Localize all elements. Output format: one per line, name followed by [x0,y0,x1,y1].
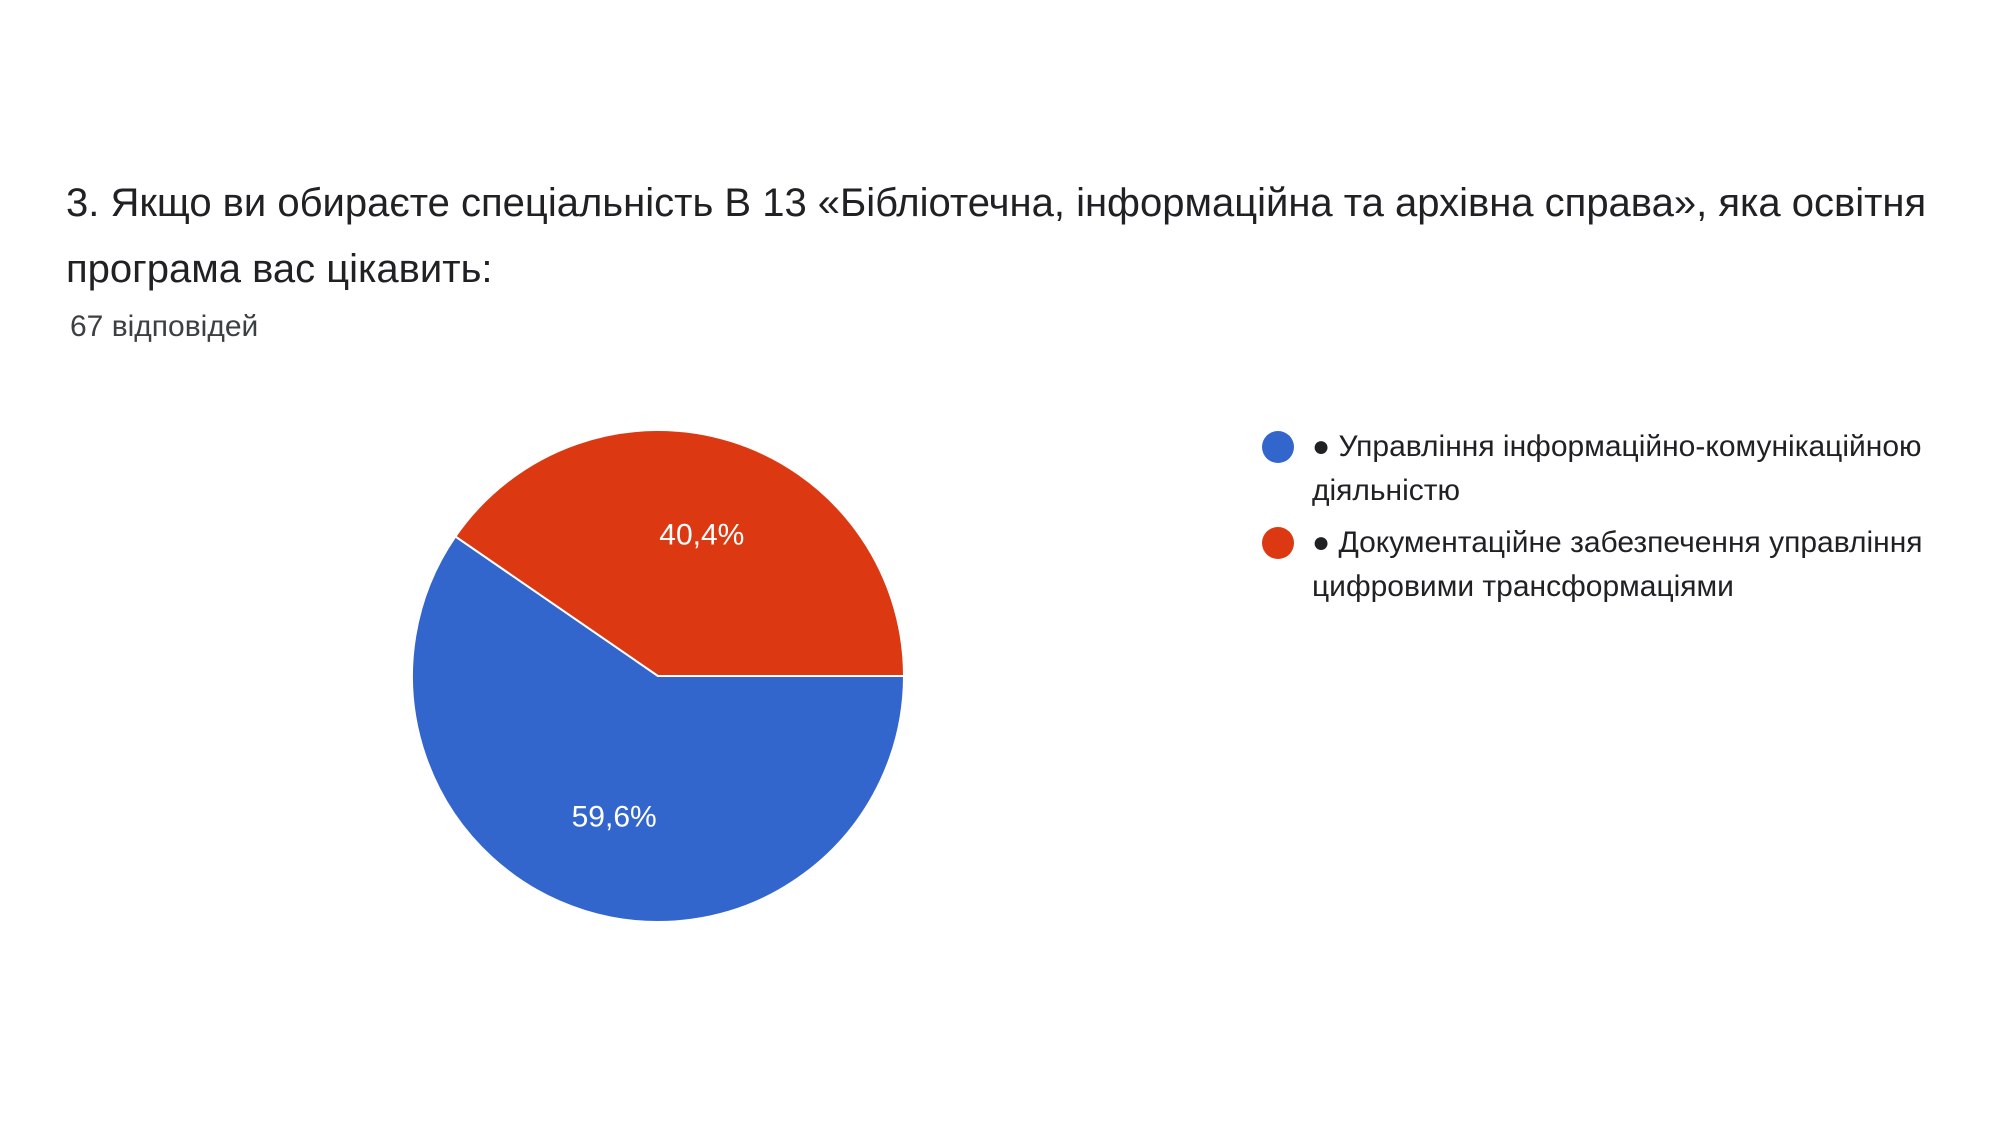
legend-item[interactable]: ● Документаційне забезпечення управління… [1262,521,1962,609]
legend-item[interactable]: ● Управління інформаційно-комунікаційною… [1262,425,1962,513]
chart-legend: ● Управління інформаційно-комунікаційною… [1262,425,1962,617]
pie-slice[interactable] [411,535,906,923]
legend-label: ● Управління інформаційно-комунікаційною… [1312,430,1922,507]
slice-value-label: 40,4% [659,519,744,552]
legend-swatch-icon [1262,527,1294,559]
question-title: 3. Якщо ви обираєте спеціальність В 13 «… [66,181,1927,291]
slice-value-label: 59,6% [572,800,657,833]
legend-label: ● Документаційне забезпечення управління… [1312,526,1923,603]
response-count: 67 відповідей [70,310,259,343]
pie-slice[interactable] [454,429,906,677]
legend-swatch-icon [1262,431,1294,463]
